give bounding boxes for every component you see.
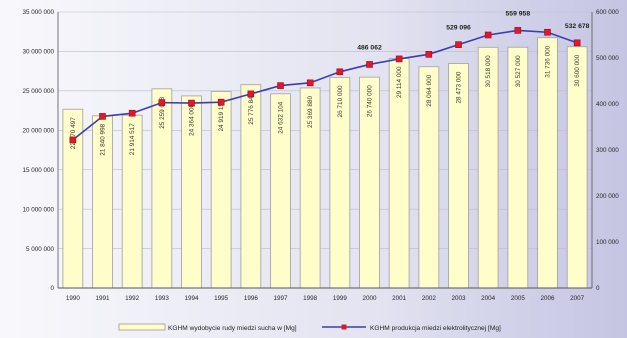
legend-bar-label: KGHM wydobycie rudy miedzi sucha w [Mg]: [168, 325, 297, 332]
x-tick-label: 1997: [273, 295, 288, 302]
bar-value-label: 21 840 998: [100, 123, 107, 155]
right-tick-label: 500 000: [596, 55, 619, 62]
bar-value-label: 26 740 000: [367, 85, 374, 117]
line-point-2001: [395, 55, 403, 63]
bar-series: [62, 37, 588, 289]
bar-value-label: 28 473 000: [456, 71, 463, 103]
bar-value-label: 25 259 078: [159, 96, 166, 128]
right-tick-label: 100 000: [596, 239, 619, 246]
x-tick-label: 2004: [481, 295, 496, 302]
bar-value-label: 21 914 517: [129, 123, 136, 155]
bar-value-labels: 22 670 497 21 840 998 21 914 517 25 259 078…: [70, 45, 581, 155]
x-tick-label: 1995: [214, 295, 229, 302]
line-point-2004: [484, 31, 492, 39]
bar-value-label: 30 600 000: [574, 54, 581, 86]
line-point-1992: [128, 109, 136, 117]
left-tick-label: 0: [50, 285, 54, 292]
x-tick-label: 1996: [244, 295, 259, 302]
line-point-1994: [188, 99, 195, 107]
x-axis-ticks: 1990 1991 1992 1993 1994 1995 1996 1997 1998 1999…: [66, 295, 585, 302]
left-tick-label: 25 000 000: [22, 88, 54, 95]
left-tick-label: 15 000 000: [22, 167, 54, 174]
point-value-label: 559 958: [506, 10, 531, 17]
x-tick-label: 2007: [570, 295, 585, 302]
bar-value-label: 29 114 000: [396, 66, 403, 98]
x-tick-label: 2002: [422, 295, 437, 302]
bar-value-label: 30 527 000: [515, 55, 522, 87]
bar-value-label: 30 518 000: [485, 55, 492, 87]
x-tick-label: 2006: [540, 295, 555, 302]
line-path: [72, 29, 578, 141]
bar-value-label: 26 710 000: [337, 85, 344, 117]
line-point-1996: [247, 90, 255, 98]
line-point-2002: [425, 51, 433, 58]
x-tick-label: 2003: [451, 295, 466, 302]
line-point-1993: [158, 99, 166, 106]
line-point-2006: [544, 28, 551, 36]
right-axis-ticks: 0 100 000 200 000 300 000 400 000 500 000 600 …: [596, 9, 619, 292]
x-tick-label: 2000: [362, 295, 377, 302]
gridlines: [58, 11, 592, 249]
x-tick-label: 2001: [392, 295, 407, 302]
line-point-2000: [366, 61, 373, 68]
bar-value-label: 24 919 153: [218, 99, 225, 131]
bar-value-label: 25 776 840: [248, 92, 255, 124]
line-series: [69, 27, 581, 144]
right-tick-label: 400 000: [596, 101, 619, 108]
x-tick-label: 2005: [511, 295, 526, 302]
bar-value-label: 24 632 104: [278, 101, 285, 133]
point-value-label: 532 678: [565, 23, 590, 30]
line-point-2007: [573, 39, 581, 47]
line-point-1997: [277, 82, 284, 89]
right-tick-label: 600 000: [596, 9, 619, 16]
bar-value-label: 25 369 880: [307, 96, 314, 128]
left-tick-label: 35 000 000: [22, 9, 54, 16]
axes: [57, 12, 593, 289]
x-tick-label: 1994: [184, 295, 199, 302]
left-tick-label: 30 000 000: [22, 49, 54, 56]
line-point-1990: [69, 136, 77, 144]
x-tick-label: 1993: [155, 295, 170, 302]
line-point-2003: [455, 41, 462, 48]
line-point-1995: [217, 98, 225, 106]
legend-line-marker: [341, 324, 347, 330]
x-tick-label: 1999: [333, 295, 348, 302]
line-point-1998: [306, 79, 314, 87]
bar-value-label: 22 670 497: [70, 117, 77, 149]
x-tick-label: 1998: [303, 295, 318, 302]
bar-value-label: 28 064 000: [426, 74, 433, 106]
line-point-labels: 486 062 529 096 559 958 532 678: [357, 10, 589, 51]
left-tick-label: 5 000 000: [26, 246, 55, 253]
left-tick-label: 10 000 000: [22, 206, 54, 213]
right-tick-label: 0: [596, 285, 600, 292]
x-tick-label: 1992: [125, 295, 140, 302]
line-point-1999: [336, 68, 344, 76]
point-value-label: 529 096: [446, 25, 471, 32]
left-axis-ticks: 0 5 000 000 10 000 000 15 000 000 20 000 000…: [22, 9, 54, 292]
line-point-2005: [514, 27, 522, 34]
x-tick-label: 1990: [66, 295, 81, 302]
left-tick-label: 20 000 000: [22, 127, 54, 134]
point-value-label: 486 062: [357, 44, 382, 51]
legend: KGHM wydobycie rudy miedzi sucha w [Mg] …: [118, 323, 501, 332]
legend-bar-swatch: [118, 323, 166, 331]
legend-line-label: KGHM produkcja miedzi elektrolitycznej […: [370, 325, 501, 332]
line-point-1991: [99, 113, 106, 120]
x-tick-label: 1991: [95, 295, 110, 302]
right-tick-label: 200 000: [596, 193, 619, 200]
bar-value-label: 24 364 000: [189, 103, 196, 135]
bar-value-label: 31 736 000: [545, 45, 552, 77]
right-tick-label: 300 000: [596, 147, 619, 154]
